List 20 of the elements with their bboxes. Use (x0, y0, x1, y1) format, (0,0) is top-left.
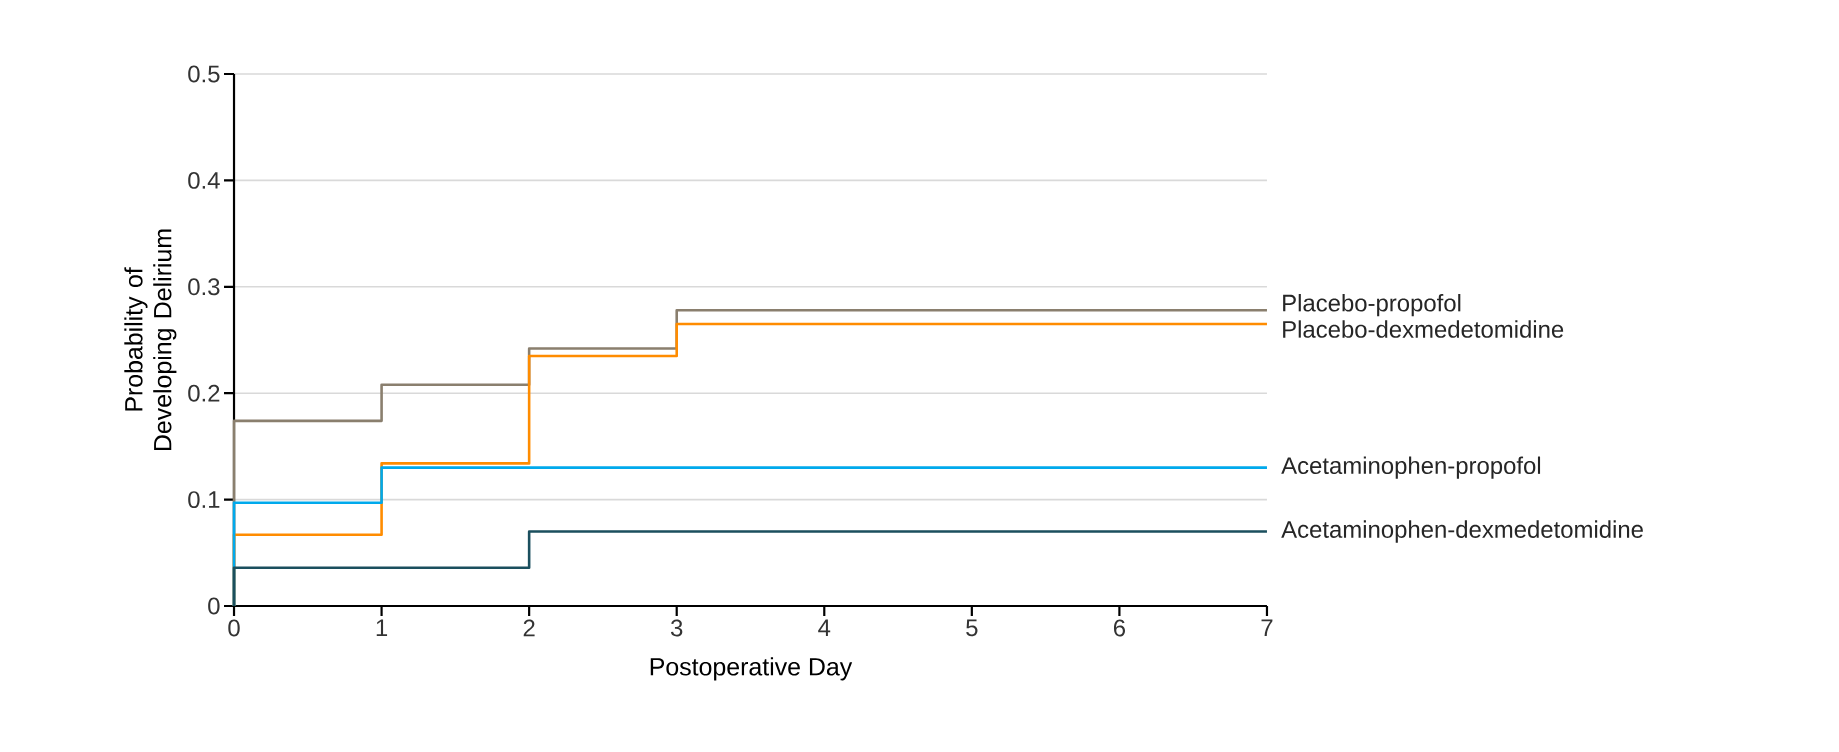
x-axis-title: Postoperative Day (650, 657, 853, 681)
x-tick-label: 2 (523, 619, 535, 637)
y-tick-label: 0 (208, 597, 220, 615)
x-tick-label: 6 (1113, 619, 1126, 637)
y-tick-label: 0.4 (188, 171, 220, 189)
y-tick-label: 0.1 (188, 491, 220, 509)
x-tick-label: 4 (818, 619, 831, 636)
x-tick-label: 7 (1261, 619, 1273, 636)
series-label: Acetaminophen-dexmedetomidine (1281, 520, 1643, 543)
x-tick-label: 5 (966, 619, 978, 637)
y-tick-label: 0.5 (188, 65, 220, 83)
y-tick-label: 0.2 (188, 384, 220, 402)
series-label: Placebo-propofol (1283, 294, 1461, 317)
y-tick-label: 0.3 (188, 278, 220, 296)
x-tick-label: 0 (228, 619, 240, 637)
x-tick-label: 3 (670, 619, 683, 637)
series-label: Acetaminophen-propofol (1281, 456, 1541, 479)
series-label: Placebo-dexmedetomidine (1283, 320, 1564, 338)
x-tick-label: 1 (376, 619, 388, 636)
y-axis-title: Probability of Developing Delirium (124, 229, 177, 451)
